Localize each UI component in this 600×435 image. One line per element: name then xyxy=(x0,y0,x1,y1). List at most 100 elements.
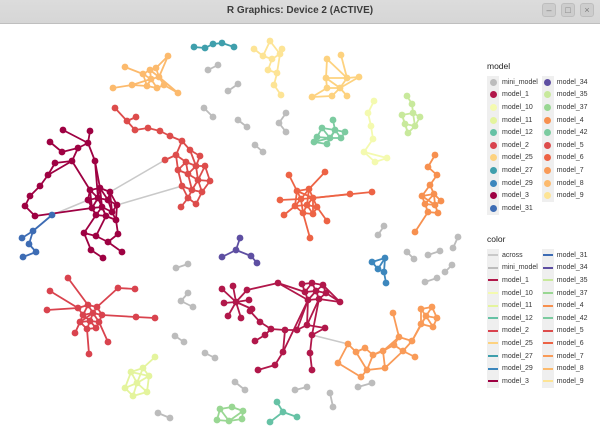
graph-node xyxy=(411,228,419,236)
graph-node xyxy=(291,386,299,394)
graph-node xyxy=(383,154,391,162)
graph-node xyxy=(312,287,320,295)
graph-node xyxy=(454,233,462,241)
legend-swatch xyxy=(488,279,498,282)
graph-node xyxy=(129,392,137,400)
legend-swatch xyxy=(489,129,497,137)
graph-edge xyxy=(94,160,99,199)
graph-node xyxy=(112,216,120,224)
graph-node xyxy=(189,303,197,311)
graph-node xyxy=(285,171,293,179)
graph-node xyxy=(326,389,334,397)
cluster-model_4 xyxy=(411,151,445,236)
legend-label: model_42 xyxy=(556,129,588,137)
legend-column: across mini_model model_1 model_10 model_11 m… xyxy=(487,249,538,388)
graph-node xyxy=(246,307,254,315)
graph-node xyxy=(68,157,76,165)
graph-node xyxy=(369,135,377,143)
graph-node xyxy=(357,373,365,381)
cluster-model_29 xyxy=(368,254,390,287)
legend-item-model_25: model_25 xyxy=(487,151,538,165)
legend-label: model_5 xyxy=(556,141,584,149)
graph-node xyxy=(448,261,456,269)
legend-line-key-icon xyxy=(541,349,554,363)
legend-item-model_1: model_1 xyxy=(487,274,538,287)
legend-swatch xyxy=(488,380,498,383)
graph-node xyxy=(86,127,94,135)
graph-node xyxy=(299,209,307,217)
graph-node xyxy=(86,186,94,194)
legend-item-model_4: model_4 xyxy=(541,113,588,127)
graph-node xyxy=(94,194,102,202)
graph-node xyxy=(121,63,129,71)
legend-line-key-icon xyxy=(541,311,554,325)
cluster-mini_model xyxy=(204,61,222,74)
graph-node xyxy=(323,55,331,63)
graph-node xyxy=(367,122,375,130)
legend-label: model_29 xyxy=(502,179,533,187)
graph-node xyxy=(282,109,290,117)
graph-node xyxy=(104,238,112,246)
graph-node xyxy=(321,168,329,176)
legend-label: model_5 xyxy=(556,327,584,335)
graph-node xyxy=(343,74,351,82)
graph-node xyxy=(250,45,258,53)
close-button-icon[interactable]: × xyxy=(580,3,594,17)
graph-node xyxy=(361,344,369,352)
graph-node xyxy=(93,303,101,311)
legend-label: model_1 xyxy=(502,91,529,99)
graph-node xyxy=(277,91,285,99)
graph-node xyxy=(247,252,255,260)
graph-node xyxy=(79,311,87,319)
cluster-model_37 xyxy=(213,403,247,425)
legend-item-model_3: model_3 xyxy=(487,374,538,388)
graph-node xyxy=(44,171,52,179)
legend-swatch xyxy=(544,179,552,187)
legend-item-model_1: model_1 xyxy=(487,88,538,102)
graph-node xyxy=(180,338,188,346)
graph-node xyxy=(74,144,82,152)
graph-node xyxy=(128,81,136,89)
graph-node xyxy=(113,201,121,209)
legend-item-model_5: model_5 xyxy=(541,138,588,152)
graph-node xyxy=(334,359,342,367)
legend-item-mini_model: mini_model xyxy=(487,261,538,275)
graph-node xyxy=(369,351,377,359)
graph-edge xyxy=(355,351,368,371)
legend-item-model_27: model_27 xyxy=(487,164,538,177)
graph-node xyxy=(328,92,336,100)
graph-node xyxy=(273,69,281,77)
legend-item-model_6: model_6 xyxy=(541,151,588,165)
graph-node xyxy=(89,309,97,317)
legend-label: model_4 xyxy=(556,116,584,124)
graph-node xyxy=(281,326,289,334)
graph-edge xyxy=(46,307,79,311)
graph-node xyxy=(153,84,161,92)
legend-swatch xyxy=(489,166,497,174)
graph-node xyxy=(331,126,339,134)
cluster-mini_model xyxy=(177,289,197,311)
graph-node xyxy=(323,84,331,92)
legend-point-key-icon xyxy=(487,88,499,102)
legend-point-key-icon xyxy=(487,101,499,114)
graph-node xyxy=(229,282,237,290)
graph-node xyxy=(192,162,200,170)
graph-node xyxy=(225,417,233,425)
cluster-mini_model xyxy=(424,247,444,259)
cluster-model_5 xyxy=(111,104,214,211)
graph-node xyxy=(51,159,59,167)
legend-label: model_2 xyxy=(502,327,529,335)
legend-swatch xyxy=(488,292,498,295)
legend-item-model_7: model_7 xyxy=(541,349,588,363)
graph-node xyxy=(147,75,155,83)
legend-label: model_10 xyxy=(502,289,533,297)
graph-node xyxy=(84,139,92,147)
legend-item-model_12: model_12 xyxy=(487,126,538,139)
graph-node xyxy=(84,301,92,309)
graph-node xyxy=(184,289,192,297)
cluster-mini_model xyxy=(201,349,219,362)
maximize-button-icon[interactable]: □ xyxy=(561,3,575,17)
graph-node xyxy=(201,44,209,52)
minimize-button-icon[interactable]: – xyxy=(542,3,556,17)
legend-label: model_3 xyxy=(502,192,529,200)
